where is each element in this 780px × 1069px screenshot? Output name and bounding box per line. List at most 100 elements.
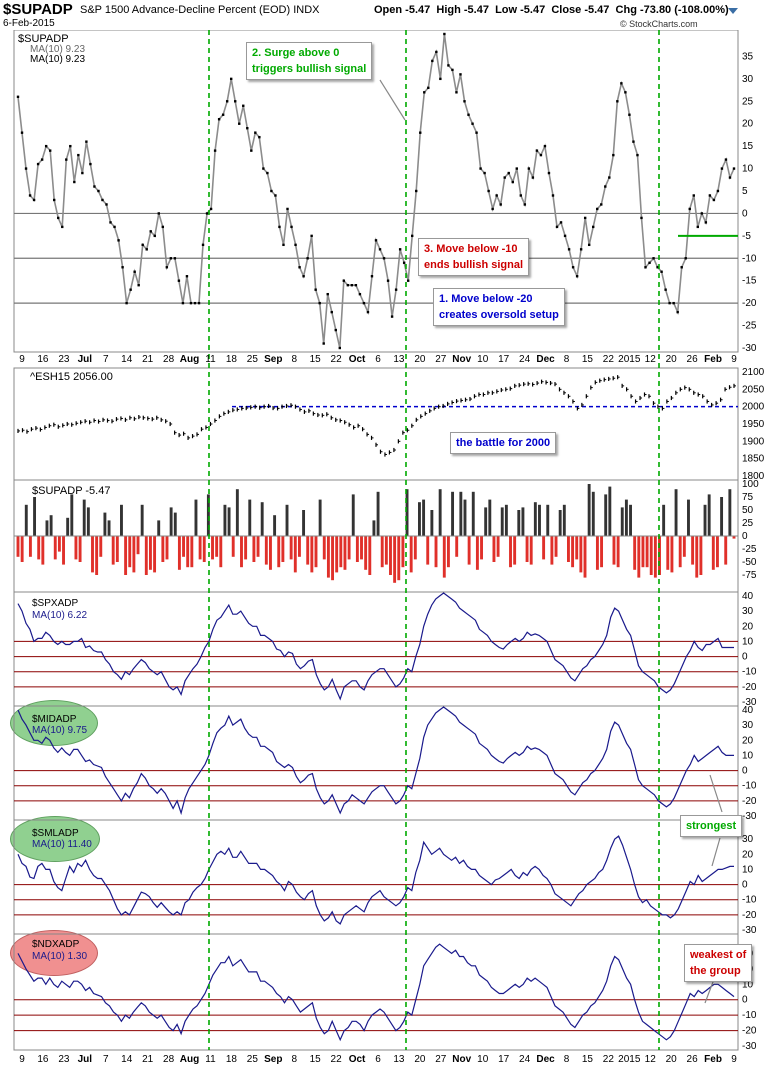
histogram-bar [355,536,359,562]
xaxis-label-top: 25 [247,354,259,365]
adp-point [624,91,627,94]
adp-point [700,212,704,215]
histogram-bar [616,536,620,568]
histogram-bar [434,536,438,568]
adp-point [382,257,386,260]
histogram-bar [641,536,645,568]
ytick-label-p3: -75 [742,570,757,581]
adp-point [322,342,325,345]
annotation-weakest: weakest of the group [684,944,753,982]
adp-point [415,189,418,193]
adp-point [121,266,124,269]
histogram-bar [554,536,558,557]
histogram-bar [418,502,421,536]
ytick-label-p2: 1800 [742,471,765,482]
exchange-text: INDX [293,4,320,16]
adp-point [362,301,366,305]
histogram-bar [504,504,508,536]
adp-point [708,194,712,197]
histogram-bar [372,520,376,536]
histogram-bar [16,536,20,557]
adp-point [427,86,430,90]
histogram-bar [161,536,165,562]
histogram-bar [136,536,140,555]
panel5-title: $MIDADP [32,714,77,725]
adp-point [696,225,699,229]
adp-point [535,149,539,152]
histogram-bar [194,499,198,536]
xaxis-label-top: 7 [103,354,109,365]
adp-point [153,234,156,238]
adp-point [423,91,426,94]
symbol-title: $SUPADP [3,1,73,18]
annotation-arrow-strongest-2 [711,837,721,867]
xaxis-label-top: Dec [536,354,555,365]
histogram-bar [82,499,86,536]
histogram-bar [533,502,537,536]
histogram-bar [326,536,330,578]
histogram-bar [637,536,641,578]
xaxis-label-top: 14 [121,354,133,365]
xaxis-label-bottom: Jul [78,1054,93,1065]
adp-point [511,180,514,184]
xaxis-label-top: Jul [78,354,93,365]
quote-open: Open -5.47 [374,4,431,16]
panel7-title: $NDXADP [32,939,80,950]
histogram-bar [306,536,310,565]
adp-point [181,301,185,305]
adp-point [205,212,209,215]
histogram-bar [66,517,70,536]
histogram-bar [91,536,94,573]
adp-point [676,310,679,314]
histogram-bar [575,536,579,560]
adp-point [527,167,531,170]
adp-point [644,266,647,269]
xaxis-label-bottom: 10 [477,1054,489,1065]
series-line-p5 [17,706,734,816]
histogram-bar [567,536,570,562]
histogram-bar [670,536,674,573]
xaxis-label-top: Feb [704,354,722,365]
adp-point [346,284,350,287]
histogram-bar [455,536,459,557]
adp-point [684,257,687,260]
xaxis-label-bottom: 15 [310,1054,322,1065]
xaxis-label-bottom: Dec [536,1054,555,1065]
histogram-bar [521,507,525,536]
adp-point [145,248,148,251]
chevron-down-icon[interactable] [728,8,738,14]
adp-point [330,310,333,314]
adp-point [193,301,197,305]
xaxis-label-top: 2015 [618,354,641,365]
histogram-bar [285,504,289,536]
histogram-bar [103,512,107,536]
panel4-title: $SPXADP [32,598,78,609]
histogram-bar [248,499,252,536]
adp-point [57,216,60,220]
copyright: © StockCharts.com [620,19,698,29]
ytick-label-p7: -10 [742,1010,757,1021]
adp-point [732,167,736,170]
xaxis-label-top: 21 [142,354,154,365]
adp-point [680,266,683,269]
series-line-p7 [17,943,735,1042]
histogram-bar [591,491,595,536]
adp-point [660,270,663,273]
xaxis-label-bottom: 13 [393,1054,405,1065]
adp-point [338,346,341,350]
histogram-bar [198,536,202,560]
xaxis-label-bottom: 22 [331,1054,343,1065]
adp-point [672,301,675,305]
histogram-bar [488,499,492,536]
adp-point [209,207,213,211]
adp-point [201,243,205,247]
ytick-label-p5: -30 [742,811,757,822]
adp-point [141,243,144,247]
histogram-bar [57,536,61,552]
histogram-bar [169,507,173,536]
histogram-bar [37,536,41,560]
ytick-label-p4: -20 [742,682,757,693]
xaxis-label-top: Sep [264,354,282,365]
adp-point [20,131,24,134]
ytick-label-p6: 20 [742,849,754,860]
